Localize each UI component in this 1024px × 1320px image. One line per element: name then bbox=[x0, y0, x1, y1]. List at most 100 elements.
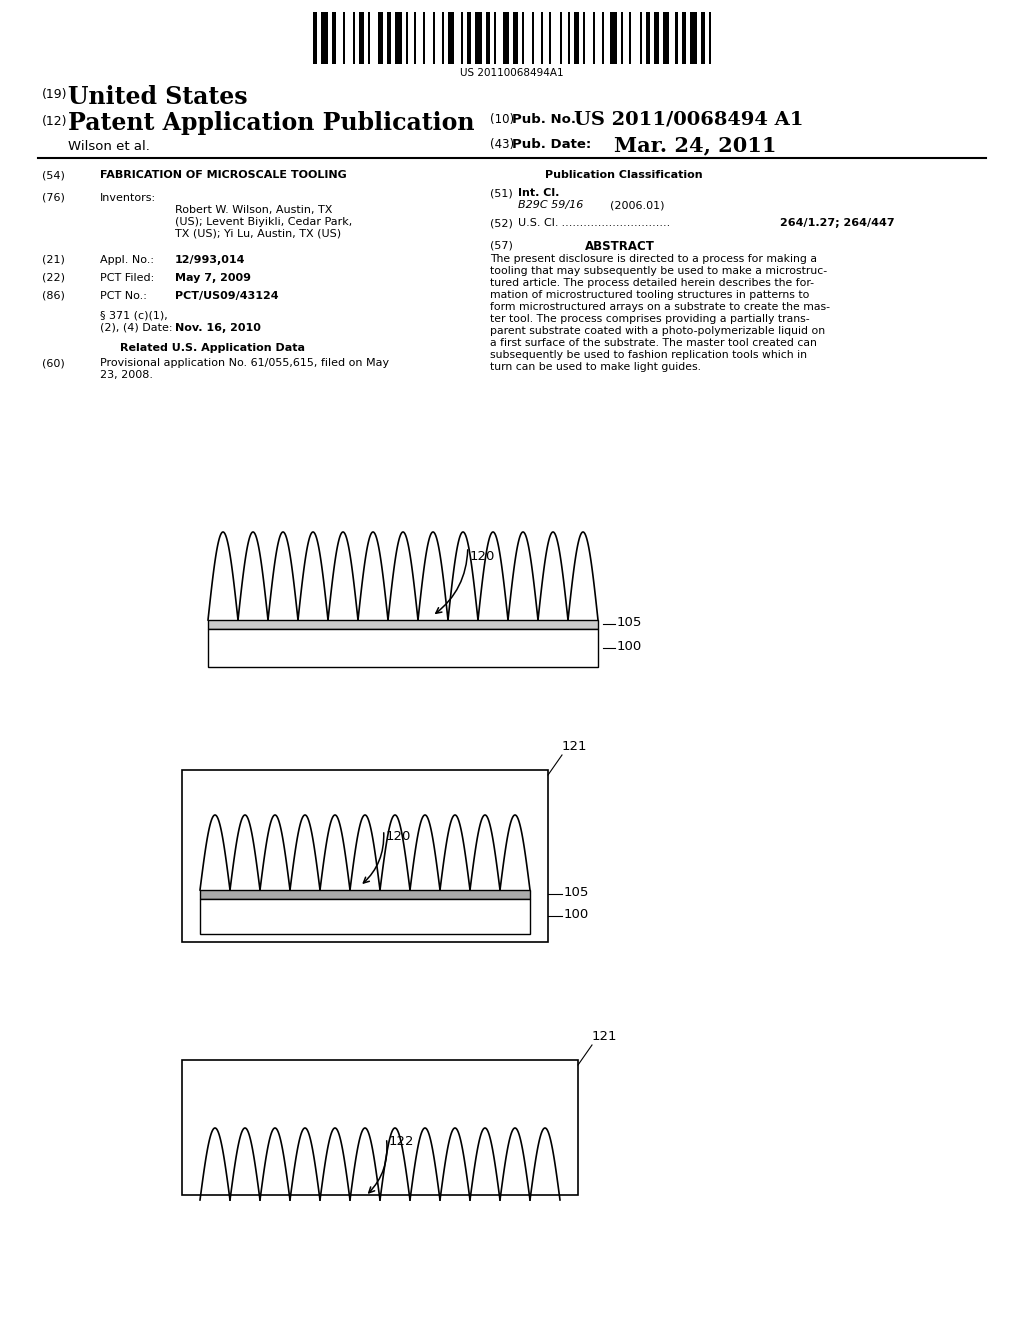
Bar bbox=[559, 12, 562, 63]
Text: 121: 121 bbox=[562, 741, 588, 752]
Bar bbox=[621, 12, 623, 63]
Text: Inventors:: Inventors: bbox=[100, 193, 156, 203]
Text: Related U.S. Application Data: Related U.S. Application Data bbox=[120, 343, 305, 352]
Text: B29C 59/16: B29C 59/16 bbox=[518, 201, 584, 210]
Bar bbox=[353, 12, 355, 63]
Bar bbox=[379, 12, 383, 63]
Text: (12): (12) bbox=[42, 115, 68, 128]
Text: (19): (19) bbox=[42, 88, 68, 102]
Text: form microstructured arrays on a substrate to create the mas-: form microstructured arrays on a substra… bbox=[490, 302, 830, 312]
Bar bbox=[433, 12, 435, 63]
Text: 100: 100 bbox=[617, 640, 642, 653]
Text: (57): (57) bbox=[490, 240, 513, 249]
Text: mation of microstructured tooling structures in patterns to: mation of microstructured tooling struct… bbox=[490, 290, 809, 300]
Text: 120: 120 bbox=[470, 550, 496, 564]
Text: Pub. No.:: Pub. No.: bbox=[512, 114, 582, 125]
Bar bbox=[532, 12, 535, 63]
Text: (22): (22) bbox=[42, 273, 65, 282]
Text: Wilson et al.: Wilson et al. bbox=[68, 140, 150, 153]
Bar bbox=[322, 12, 328, 63]
Text: 105: 105 bbox=[617, 616, 642, 630]
Text: PCT/US09/43124: PCT/US09/43124 bbox=[175, 290, 279, 301]
Text: (2006.01): (2006.01) bbox=[610, 201, 665, 210]
Text: subsequently be used to fashion replication tools which in: subsequently be used to fashion replicat… bbox=[490, 350, 807, 360]
Text: ..............................: .............................. bbox=[558, 218, 674, 228]
Bar bbox=[513, 12, 517, 63]
Bar bbox=[467, 12, 471, 63]
Text: (60): (60) bbox=[42, 358, 65, 368]
Bar bbox=[182, 1060, 578, 1195]
Text: TX (US); Yi Lu, Austin, TX (US): TX (US); Yi Lu, Austin, TX (US) bbox=[175, 228, 341, 239]
Text: PCT No.:: PCT No.: bbox=[100, 290, 146, 301]
Bar bbox=[521, 12, 524, 63]
Text: 100: 100 bbox=[564, 908, 589, 921]
Bar bbox=[343, 12, 345, 63]
Text: (76): (76) bbox=[42, 193, 65, 203]
Bar bbox=[640, 12, 642, 63]
Bar bbox=[208, 630, 598, 667]
Text: PCT Filed:: PCT Filed: bbox=[100, 273, 155, 282]
Text: US 2011/0068494 A1: US 2011/0068494 A1 bbox=[574, 110, 804, 128]
Text: Mar. 24, 2011: Mar. 24, 2011 bbox=[614, 135, 776, 154]
Bar bbox=[313, 12, 317, 63]
Text: tured article. The process detailed herein describes the for-: tured article. The process detailed here… bbox=[490, 279, 814, 288]
Bar bbox=[549, 12, 551, 63]
Text: Nov. 16, 2010: Nov. 16, 2010 bbox=[175, 323, 261, 333]
Text: FABRICATION OF MICROSCALE TOOLING: FABRICATION OF MICROSCALE TOOLING bbox=[100, 170, 347, 180]
Bar bbox=[593, 12, 595, 63]
Text: § 371 (c)(1),: § 371 (c)(1), bbox=[100, 312, 168, 321]
Text: (86): (86) bbox=[42, 290, 65, 301]
Bar bbox=[441, 12, 443, 63]
Bar bbox=[700, 12, 705, 63]
Text: (54): (54) bbox=[42, 170, 65, 180]
Bar bbox=[495, 12, 497, 63]
Bar bbox=[676, 12, 678, 63]
Bar bbox=[629, 12, 631, 63]
Text: 12/993,014: 12/993,014 bbox=[175, 255, 246, 265]
Bar bbox=[475, 12, 482, 63]
Bar bbox=[654, 12, 658, 63]
Bar bbox=[646, 12, 650, 63]
Bar bbox=[583, 12, 585, 63]
Bar bbox=[663, 12, 670, 63]
Bar bbox=[200, 899, 530, 935]
Text: (43): (43) bbox=[490, 139, 514, 150]
Bar bbox=[332, 12, 337, 63]
Bar bbox=[690, 12, 696, 63]
Bar bbox=[395, 12, 401, 63]
Text: (US); Levent Biyikli, Cedar Park,: (US); Levent Biyikli, Cedar Park, bbox=[175, 216, 352, 227]
Text: (10): (10) bbox=[490, 114, 514, 125]
Text: ter tool. The process comprises providing a partially trans-: ter tool. The process comprises providin… bbox=[490, 314, 810, 323]
Text: tooling that may subsequently be used to make a microstruc-: tooling that may subsequently be used to… bbox=[490, 267, 827, 276]
Text: Appl. No.:: Appl. No.: bbox=[100, 255, 154, 265]
Text: US 20110068494A1: US 20110068494A1 bbox=[460, 69, 564, 78]
Text: (52): (52) bbox=[490, 218, 513, 228]
Text: (21): (21) bbox=[42, 255, 65, 265]
Text: 264/1.27; 264/447: 264/1.27; 264/447 bbox=[780, 218, 895, 228]
Bar bbox=[709, 12, 712, 63]
Text: Publication Classification: Publication Classification bbox=[545, 170, 702, 180]
Text: ABSTRACT: ABSTRACT bbox=[585, 240, 655, 253]
Text: 105: 105 bbox=[564, 887, 590, 899]
Bar bbox=[200, 890, 530, 899]
Bar bbox=[574, 12, 579, 63]
Text: May 7, 2009: May 7, 2009 bbox=[175, 273, 251, 282]
Text: 23, 2008.: 23, 2008. bbox=[100, 370, 153, 380]
Text: (51): (51) bbox=[490, 187, 513, 198]
Text: 121: 121 bbox=[592, 1030, 617, 1043]
Bar bbox=[447, 12, 455, 63]
Text: Robert W. Wilson, Austin, TX: Robert W. Wilson, Austin, TX bbox=[175, 205, 333, 215]
Bar bbox=[461, 12, 463, 63]
Bar bbox=[423, 12, 425, 63]
Bar bbox=[414, 12, 417, 63]
Bar bbox=[182, 770, 548, 942]
Text: (2), (4) Date:: (2), (4) Date: bbox=[100, 323, 172, 333]
Text: U.S. Cl.: U.S. Cl. bbox=[518, 218, 558, 228]
Bar bbox=[387, 12, 391, 63]
Text: parent substrate coated with a photo-polymerizable liquid on: parent substrate coated with a photo-pol… bbox=[490, 326, 825, 337]
Text: turn can be used to make light guides.: turn can be used to make light guides. bbox=[490, 362, 701, 372]
Text: a first surface of the substrate. The master tool created can: a first surface of the substrate. The ma… bbox=[490, 338, 817, 348]
Text: 122: 122 bbox=[388, 1135, 414, 1148]
Bar bbox=[406, 12, 408, 63]
Bar bbox=[208, 620, 598, 630]
